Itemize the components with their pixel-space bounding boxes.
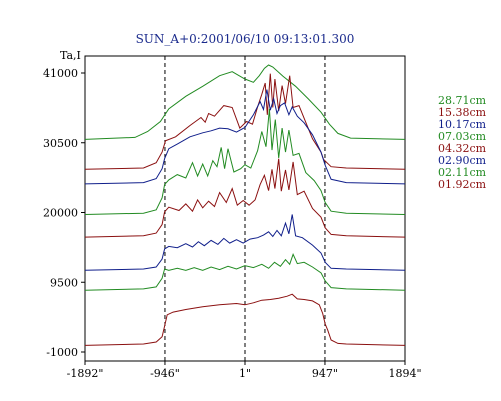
y-tick-label: 20000 xyxy=(43,207,78,220)
series-line xyxy=(84,293,406,346)
legend-entry: 10.17cm xyxy=(438,118,487,131)
chart-title: SUN_A+0:2001/06/10 09:13:01.300 xyxy=(136,32,355,46)
x-tick-label: 1894" xyxy=(388,367,421,380)
legend-entry: 01.92cm xyxy=(438,178,487,191)
x-tick-label: 1" xyxy=(239,367,251,380)
y-tick-label: -1000 xyxy=(46,346,78,359)
legend-entry: 04.32cm xyxy=(438,142,487,155)
x-tick-label: -946" xyxy=(150,367,180,380)
y-tick-label: 30500 xyxy=(43,137,78,150)
legend-entry: 28.71cm xyxy=(438,94,487,107)
series-line xyxy=(84,252,406,291)
legend-entry: 15.38cm xyxy=(438,106,487,119)
y-axis-label: Ta,I xyxy=(60,49,81,62)
series-line xyxy=(84,89,406,185)
series-line xyxy=(84,108,406,215)
legend-entry: 02.90cm xyxy=(438,154,487,167)
series-line xyxy=(84,73,406,170)
legend-entry: 07.03cm xyxy=(438,130,487,143)
y-tick-label: 9500 xyxy=(50,276,78,289)
series-line xyxy=(84,64,406,140)
y-tick-label: 41000 xyxy=(43,67,78,80)
x-tick-label: -1892" xyxy=(67,367,104,380)
series-line xyxy=(84,214,406,271)
legend-entry: 02.11cm xyxy=(438,166,487,179)
x-tick-label: 947" xyxy=(312,367,338,380)
series-line xyxy=(84,158,406,238)
